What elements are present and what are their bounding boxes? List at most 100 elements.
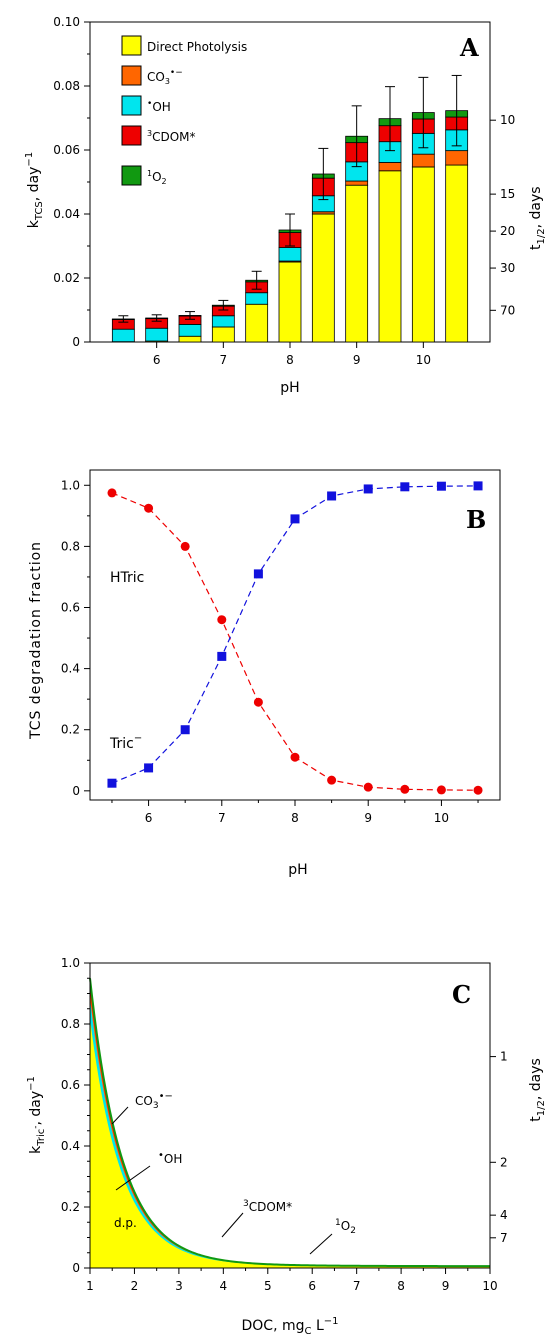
bar-segment (111, 328, 135, 343)
data-point (436, 481, 446, 491)
panel-a-x-tick-label: 9 (353, 353, 361, 367)
annotation-3cdom-leader (221, 1212, 244, 1238)
panel-b-y-tick-label: 0.4 (61, 662, 80, 676)
legend-label-3cdom: 3CDOM* (147, 129, 196, 144)
panel-c-y-tick-label: 0.6 (61, 1078, 80, 1092)
panel-a-y-tick-label: 0.06 (53, 143, 80, 157)
bar-segment (178, 335, 202, 343)
panel-a-legend: Direct Photolysis CO3•− •OH 3CDOM* 1O2 (121, 35, 247, 186)
panel-a-y2-tick-label: 70 (500, 303, 515, 317)
panel-c-x-tick-label: 2 (131, 1279, 139, 1293)
annotation-co3: CO3•− (135, 1091, 173, 1111)
data-point (180, 725, 190, 735)
data-point (473, 785, 483, 795)
legend-swatch-3cdom (121, 125, 142, 146)
data-point (180, 541, 190, 551)
panel-c-x-tick-label: 9 (442, 1279, 450, 1293)
panel-a-x-tick-label: 8 (286, 353, 294, 367)
legend-label-oh: •OH (147, 99, 171, 114)
data-point (290, 514, 300, 524)
bar-segment (211, 326, 235, 343)
legend-swatch-direct-photolysis (121, 35, 142, 56)
annotation-1o2: 1O2 (335, 1218, 356, 1236)
annotation-1o2-leader (309, 1233, 333, 1255)
panel-c-y2label: t1/2, days (528, 1058, 547, 1122)
bar-segment (411, 153, 435, 168)
bar-segment (445, 150, 469, 166)
bar-segment (311, 213, 335, 343)
data-point (436, 785, 446, 795)
panel-a-y2-tick-label: 20 (500, 224, 515, 238)
panel-c-y-tick-label: 0.8 (61, 1017, 80, 1031)
panel-b-x-tick-label: 10 (434, 811, 449, 825)
data-point (217, 615, 227, 625)
data-point (107, 778, 117, 788)
panel-a-label: A (459, 33, 479, 62)
panel-c-y-tick-label: 0 (72, 1261, 80, 1275)
panel-b-y-tick-label: 0.2 (61, 723, 80, 737)
data-point (400, 784, 410, 794)
panel-c-xlabel: DOC, mgC L−1 (242, 1316, 339, 1337)
panel-a-y2-tick-label: 15 (500, 187, 515, 201)
panel-c-y-tick-label: 0.2 (61, 1200, 80, 1214)
data-point (400, 482, 410, 492)
panel-c: 1 2 3 4 5 6 7 8 9 10 0 0.2 0.4 0.6 0.8 1.0 1 2 4 7 C DOC,… (26, 956, 547, 1337)
panel-b-x-tick-label: 9 (364, 811, 372, 825)
panel-a-x-tick-label: 7 (220, 353, 228, 367)
bar-segment (178, 323, 202, 337)
bar-segment (245, 303, 269, 343)
panel-c-y2-tick-label: 2 (500, 1155, 508, 1169)
series-label-htric: HTric (110, 570, 144, 586)
legend-label-direct-photolysis: Direct Photolysis (147, 40, 247, 54)
panel-a-y-tick-label: 0 (72, 335, 80, 349)
panel-c-x-tick-label: 3 (175, 1279, 183, 1293)
series-label-tric: Tric− (109, 733, 142, 752)
legend-swatch-oh (121, 95, 142, 116)
panel-a-y-tick-label: 0.08 (53, 79, 80, 93)
panel-c-x-tick-label: 8 (397, 1279, 405, 1293)
bar-segment (445, 164, 469, 343)
area-top-line (89, 978, 490, 1268)
series-line (111, 492, 479, 791)
panel-a-x-tick-label: 10 (416, 353, 431, 367)
annotation-dp: d.p. (114, 1216, 137, 1230)
series-line (111, 485, 479, 784)
panel-b-x-tick-label: 8 (291, 811, 299, 825)
panel-c-y2-tick-label: 1 (500, 1050, 508, 1064)
panel-c-y2-tick-label: 4 (500, 1208, 508, 1222)
panel-c-label: C (452, 980, 471, 1009)
bar-segment (145, 327, 169, 342)
bar-segment (278, 261, 302, 343)
panel-c-x-tick-label: 5 (264, 1279, 272, 1293)
annotation-3cdom: 3CDOM* (243, 1199, 292, 1214)
panel-a-y-tick-label: 0.04 (53, 207, 80, 221)
panel-c-y2-tick-label: 7 (500, 1231, 508, 1245)
legend-label-1o2: 1O2 (147, 169, 167, 186)
panel-b-y-tick-label: 0.8 (61, 539, 80, 553)
panel-c-x-tick-label: 1 (86, 1279, 94, 1293)
panel-b-x-tick-label: 6 (145, 811, 153, 825)
panel-b-y-tick-label: 0 (72, 784, 80, 798)
bar-segment (378, 162, 402, 172)
bar-segment (345, 184, 369, 343)
data-point (473, 481, 483, 491)
data-point (363, 782, 373, 792)
panel-b-y-tick-label: 1.0 (61, 478, 80, 492)
panel-b-ylabel: TCS degradation fraction (28, 541, 44, 740)
bar-segment (378, 170, 402, 343)
bar-segment (211, 315, 235, 328)
bar-segment (278, 247, 302, 262)
panel-c-x-tick-label: 10 (482, 1279, 497, 1293)
annotation-oh: •OH (158, 1150, 182, 1166)
data-point (217, 651, 227, 661)
bar-segment (411, 166, 435, 343)
area-layer (90, 1018, 490, 1268)
panel-a-y-tick-label: 0.10 (53, 15, 80, 29)
data-point (327, 775, 337, 785)
data-point (107, 488, 117, 498)
legend-label-co3: CO3•− (147, 68, 183, 86)
panel-a-ylabel: kTCS, day−1 (24, 152, 45, 228)
panel-b-x-tick-label: 7 (218, 811, 226, 825)
panel-c-x-tick-label: 7 (353, 1279, 361, 1293)
legend-swatch-1o2 (121, 165, 142, 186)
